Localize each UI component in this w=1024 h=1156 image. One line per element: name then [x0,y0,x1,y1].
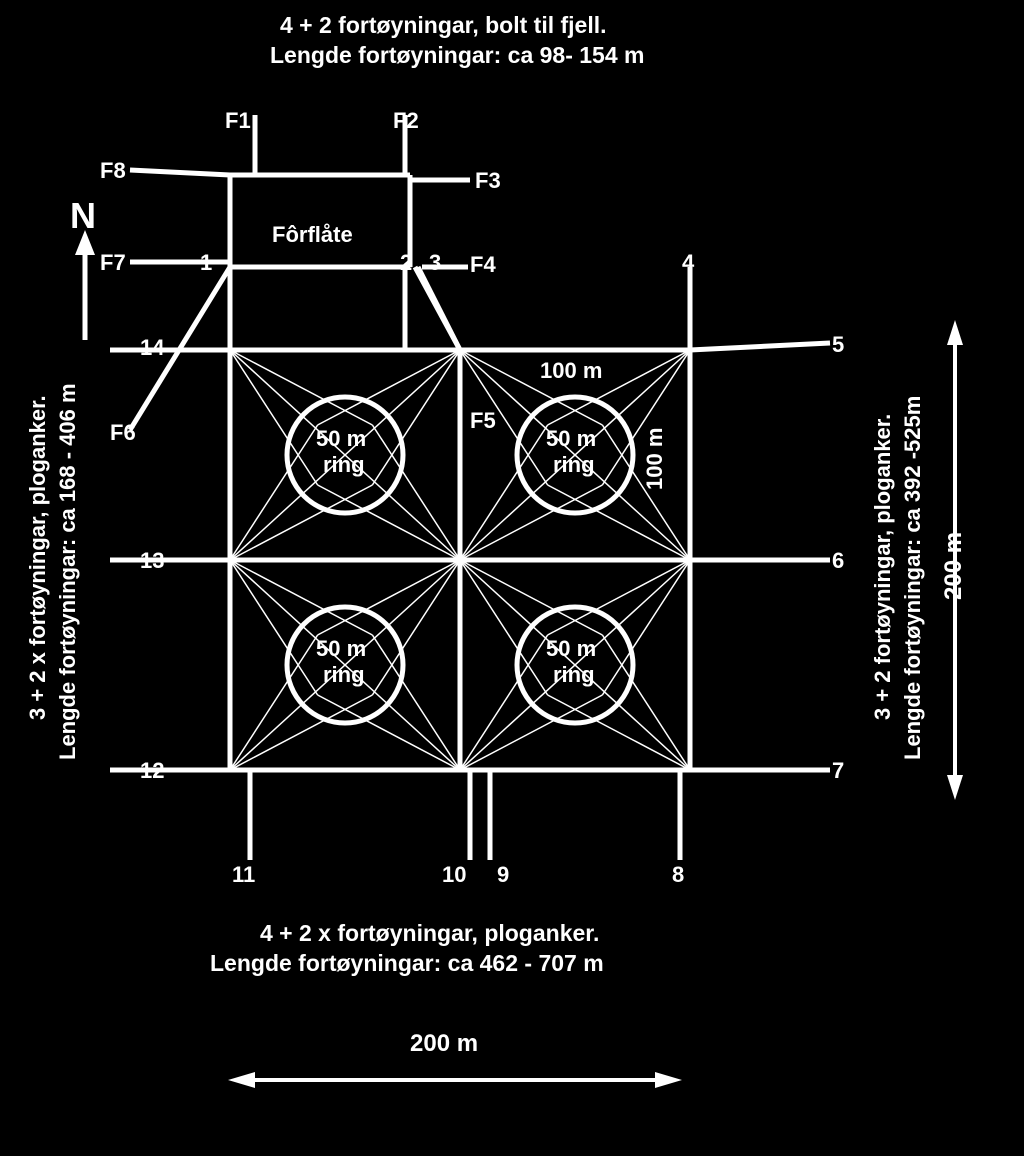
right-text-2: Lengde fortøyningar: ca 392 -525m [900,396,926,760]
ring-label-tl-2: ring [323,452,365,478]
side-dim-label: 100 m [642,428,668,490]
ring-label-bl-2: ring [323,662,365,688]
ring-label-br-1: 50 m [546,636,596,662]
label-F4: F4 [470,252,496,278]
ring-label-tr-2: ring [553,452,595,478]
label-n10: 10 [442,862,466,888]
label-n11: 11 [232,862,255,888]
bottom-text-2: Lengde fortøyningar: ca 462 - 707 m [210,950,604,977]
label-F7: F7 [100,250,126,276]
top-text-1: 4 + 2 fortøyningar, bolt til fjell. [280,12,607,39]
ring-label-br-2: ring [553,662,595,688]
label-n5: 5 [832,332,844,358]
label-n9: 9 [497,862,509,888]
ring-label-tr-1: 50 m [546,426,596,452]
label-n4: 4 [682,250,694,276]
right-text-1: 3 + 2 fortøyningar, ploganker. [870,414,896,720]
label-n14: 14 [140,335,164,361]
label-F2: F2 [393,108,419,134]
label-F8: F8 [100,158,126,184]
label-F1: F1 [225,108,251,134]
label-n1: 1 [200,250,212,276]
label-n6: 6 [832,548,844,574]
top-dim-label: 100 m [540,358,602,384]
label-n13: 13 [140,548,164,574]
label-F6: F6 [110,420,136,446]
label-n3: 3 [429,250,441,276]
label-n8: 8 [672,862,684,888]
label-F5: F5 [470,408,496,434]
ring-label-tl-1: 50 m [316,426,366,452]
right-200m-label: 200 m [940,532,968,600]
left-text-1: 3 + 2 x fortøyningar, ploganker. [25,395,51,720]
top-text-2: Lengde fortøyningar: ca 98- 154 m [270,42,644,69]
left-text-2: Lengde fortøyningar: ca 168 - 406 m [55,383,81,760]
label-F3: F3 [475,168,501,194]
label-n12: 12 [140,758,164,784]
bottom-200m-label: 200 m [410,1030,478,1058]
ring-label-bl-1: 50 m [316,636,366,662]
bottom-text-1: 4 + 2 x fortøyningar, ploganker. [260,920,599,947]
label-n7: 7 [832,758,844,784]
north-label: N [70,195,96,237]
label-n2: 2 [400,250,412,276]
forflate-label: Fôrflåte [272,222,353,248]
